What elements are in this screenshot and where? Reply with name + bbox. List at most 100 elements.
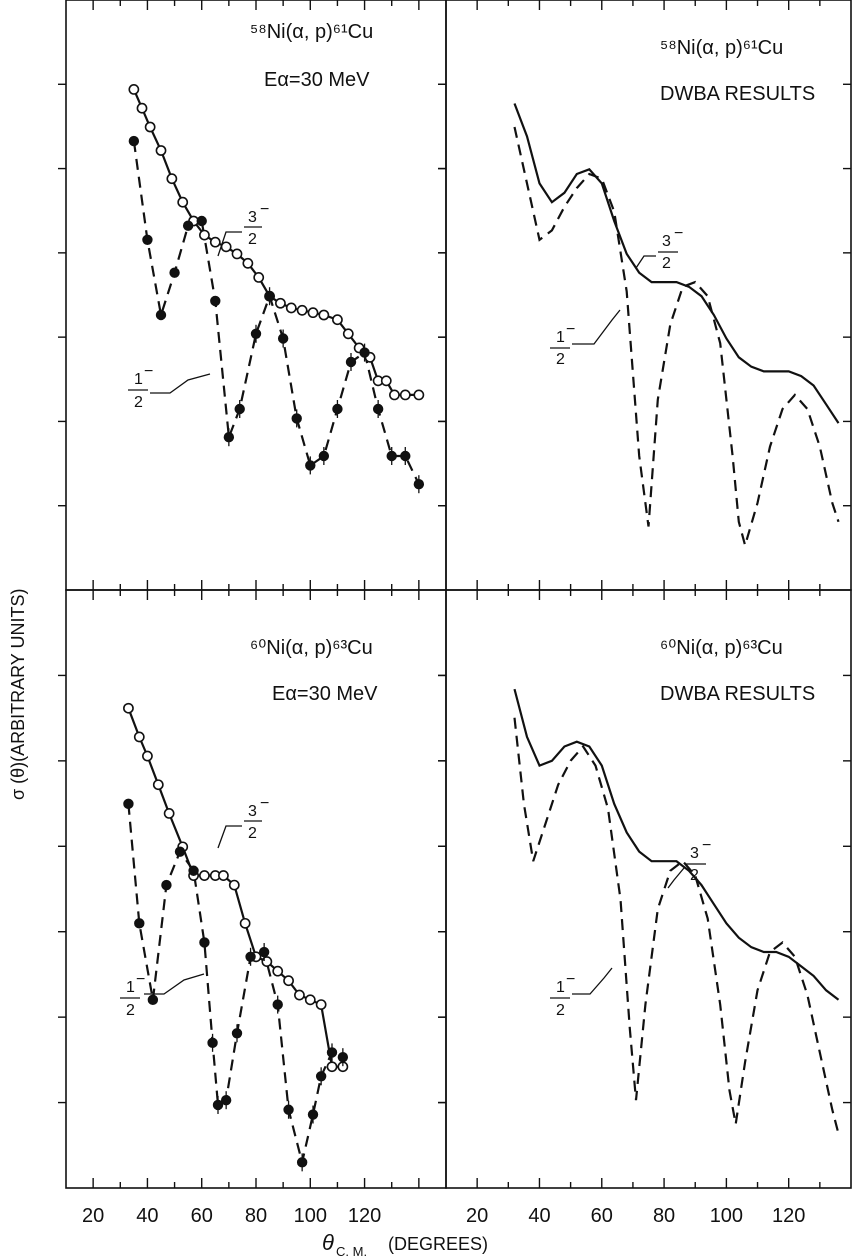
open-data-point — [413, 389, 425, 401]
frac-numerator: 1 — [134, 371, 143, 388]
frac-sign: − — [136, 971, 145, 988]
tr-frac-3-2: 3 − 2 — [635, 225, 683, 272]
filled-data-point — [345, 356, 357, 368]
open-data-point — [399, 389, 411, 401]
leader-line — [217, 231, 242, 257]
curve-1-2-top-right — [513, 126, 840, 550]
x-tick-label: 40 — [528, 1205, 550, 1227]
filled-data-point — [272, 999, 283, 1010]
filled-data-point — [315, 1071, 327, 1082]
open-data-point — [199, 229, 210, 241]
filled-data-point — [296, 1157, 308, 1168]
filled-data-point — [182, 220, 194, 231]
filled-data-point — [207, 1037, 218, 1049]
open-data-point — [123, 702, 134, 714]
filled-data-point — [212, 1099, 224, 1111]
frac-denominator: 2 — [556, 1002, 565, 1019]
bl-frac-1-2: 1 − 2 — [120, 971, 205, 1019]
filled-data-point — [199, 937, 210, 948]
open-data-point — [242, 257, 254, 269]
filled-data-point — [231, 1028, 243, 1039]
filled-data-point — [277, 333, 289, 344]
leader-line — [635, 255, 656, 269]
tr-reaction-label: ⁵⁸Ni(α, p)⁶¹Cu — [660, 37, 783, 59]
filled-data-point — [188, 865, 199, 876]
x-axis-unit: (DEGREES) — [388, 1234, 488, 1254]
frac-denominator: 2 — [248, 231, 257, 248]
frac-sign: − — [674, 225, 683, 242]
filled-data-point — [220, 1094, 232, 1106]
leader-line — [572, 967, 613, 995]
curve-3-2-bottom-right — [513, 688, 840, 1001]
leader-line — [150, 373, 211, 394]
filled-data-point — [386, 450, 397, 462]
filled-data-point — [359, 347, 370, 358]
x-axis-label: θ C. M. (DEGREES) — [322, 1230, 488, 1259]
open-data-point — [220, 241, 232, 253]
leader-line — [572, 309, 621, 345]
filled-data-point — [155, 309, 167, 321]
tr-frac-1-2: 1 − 2 — [550, 309, 621, 368]
curve-1-2-bottom-right — [513, 717, 840, 1134]
open-data-point — [296, 304, 308, 316]
filled-data-point — [250, 328, 262, 339]
tl-frac-1-2: 1 − 2 — [128, 363, 211, 411]
filled-data-point — [283, 1104, 294, 1115]
frame-bottom-right — [445, 589, 852, 1189]
open-data-point — [326, 1061, 338, 1073]
x-tick-label: 120 — [772, 1205, 805, 1227]
x-tick-label: 20 — [82, 1205, 104, 1227]
filled-data-point — [147, 994, 159, 1006]
x-tick-labels: 20 40 60 80 100 120 20 40 60 80 100 120 — [82, 1205, 805, 1227]
panel-frames — [65, 0, 852, 1189]
open-data-point — [231, 248, 243, 260]
open-data-point — [199, 870, 210, 881]
frac-sign: − — [566, 321, 575, 338]
tl-reaction-label: ⁵⁸Ni(α, p)⁶¹Cu — [250, 21, 373, 43]
open-data-point — [389, 389, 400, 401]
filled-data-point — [234, 403, 245, 415]
filled-data-point — [169, 267, 180, 278]
tl-energy-label: Eα=30 MeV — [264, 69, 370, 91]
tl-frac-3-2: 3 − 2 — [217, 201, 269, 257]
x-tick-label: 120 — [348, 1205, 381, 1227]
open-data-point — [307, 307, 319, 319]
open-data-point — [128, 84, 140, 95]
open-data-point — [163, 808, 175, 819]
x-tick-label: 100 — [294, 1205, 327, 1227]
open-data-point — [283, 975, 294, 987]
open-data-point — [142, 750, 153, 762]
br-frac-3-2: 3 − 2 — [667, 837, 711, 889]
br-dwba-label: DWBA RESULTS — [660, 683, 815, 705]
frac-sign: − — [260, 795, 269, 812]
x-tick-label: 100 — [710, 1205, 743, 1227]
filled-data-point — [142, 234, 153, 245]
filled-data-point — [258, 946, 270, 958]
filled-data-point — [264, 291, 275, 302]
open-data-point — [177, 196, 189, 208]
axis-ticks — [58, 0, 851, 1188]
open-data-point — [239, 917, 251, 929]
x-axis-subscript: C. M. — [336, 1244, 367, 1259]
open-data-point — [285, 302, 297, 314]
filled-data-point — [307, 1109, 319, 1120]
open-data-point — [166, 173, 178, 185]
open-data-point — [294, 989, 305, 1001]
leader-line — [217, 825, 242, 849]
y-axis-label: σ (θ)(ARBITRARY UNITS) — [8, 589, 28, 800]
br-reaction-label: ⁶⁰Ni(α, p)⁶³Cu — [660, 637, 783, 659]
frac-sign: − — [144, 363, 153, 380]
frac-denominator: 2 — [126, 1002, 135, 1019]
filled-data-point — [174, 846, 186, 857]
open-data-point — [136, 102, 148, 114]
filled-data-point — [372, 403, 384, 415]
frac-denominator: 2 — [556, 351, 565, 368]
open-data-point — [318, 309, 330, 321]
frac-numerator: 3 — [662, 233, 671, 250]
bl-energy-label: Eα=30 MeV — [272, 683, 378, 705]
frac-sign: − — [566, 971, 575, 988]
filled-data-point — [123, 798, 134, 810]
curve-1-2-bottom-left — [127, 803, 344, 1163]
x-tick-label: 60 — [591, 1205, 613, 1227]
